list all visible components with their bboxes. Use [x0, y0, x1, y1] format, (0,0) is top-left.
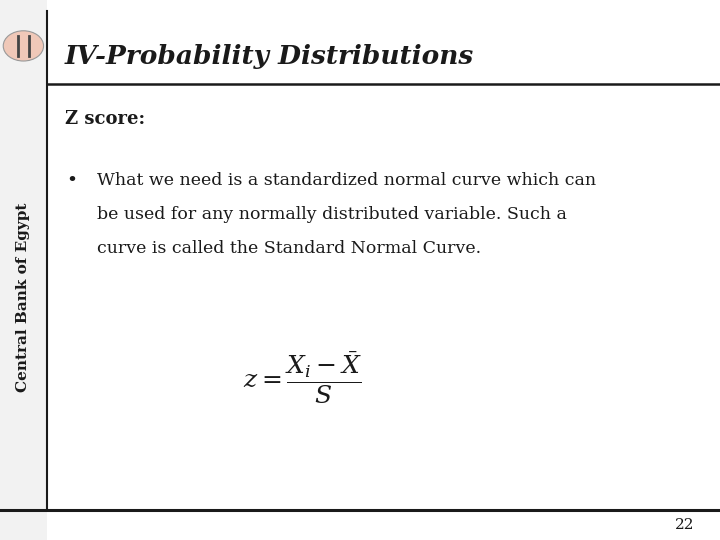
Circle shape	[4, 31, 44, 61]
Text: $z = \dfrac{X_i - \bar{X}}{S}$: $z = \dfrac{X_i - \bar{X}}{S}$	[243, 350, 362, 406]
Text: be used for any normally distributed variable. Such a: be used for any normally distributed var…	[97, 206, 567, 224]
Text: curve is called the Standard Normal Curve.: curve is called the Standard Normal Curv…	[97, 240, 482, 258]
Text: Z score:: Z score:	[65, 110, 145, 128]
Text: •: •	[66, 172, 78, 190]
Text: Central Bank of Egypt: Central Bank of Egypt	[17, 202, 30, 392]
Text: What we need is a standardized normal curve which can: What we need is a standardized normal cu…	[97, 172, 596, 190]
Text: IV-Probability Distributions: IV-Probability Distributions	[65, 44, 474, 69]
Bar	[0, 0, 47, 540]
Text: 22: 22	[675, 518, 695, 532]
